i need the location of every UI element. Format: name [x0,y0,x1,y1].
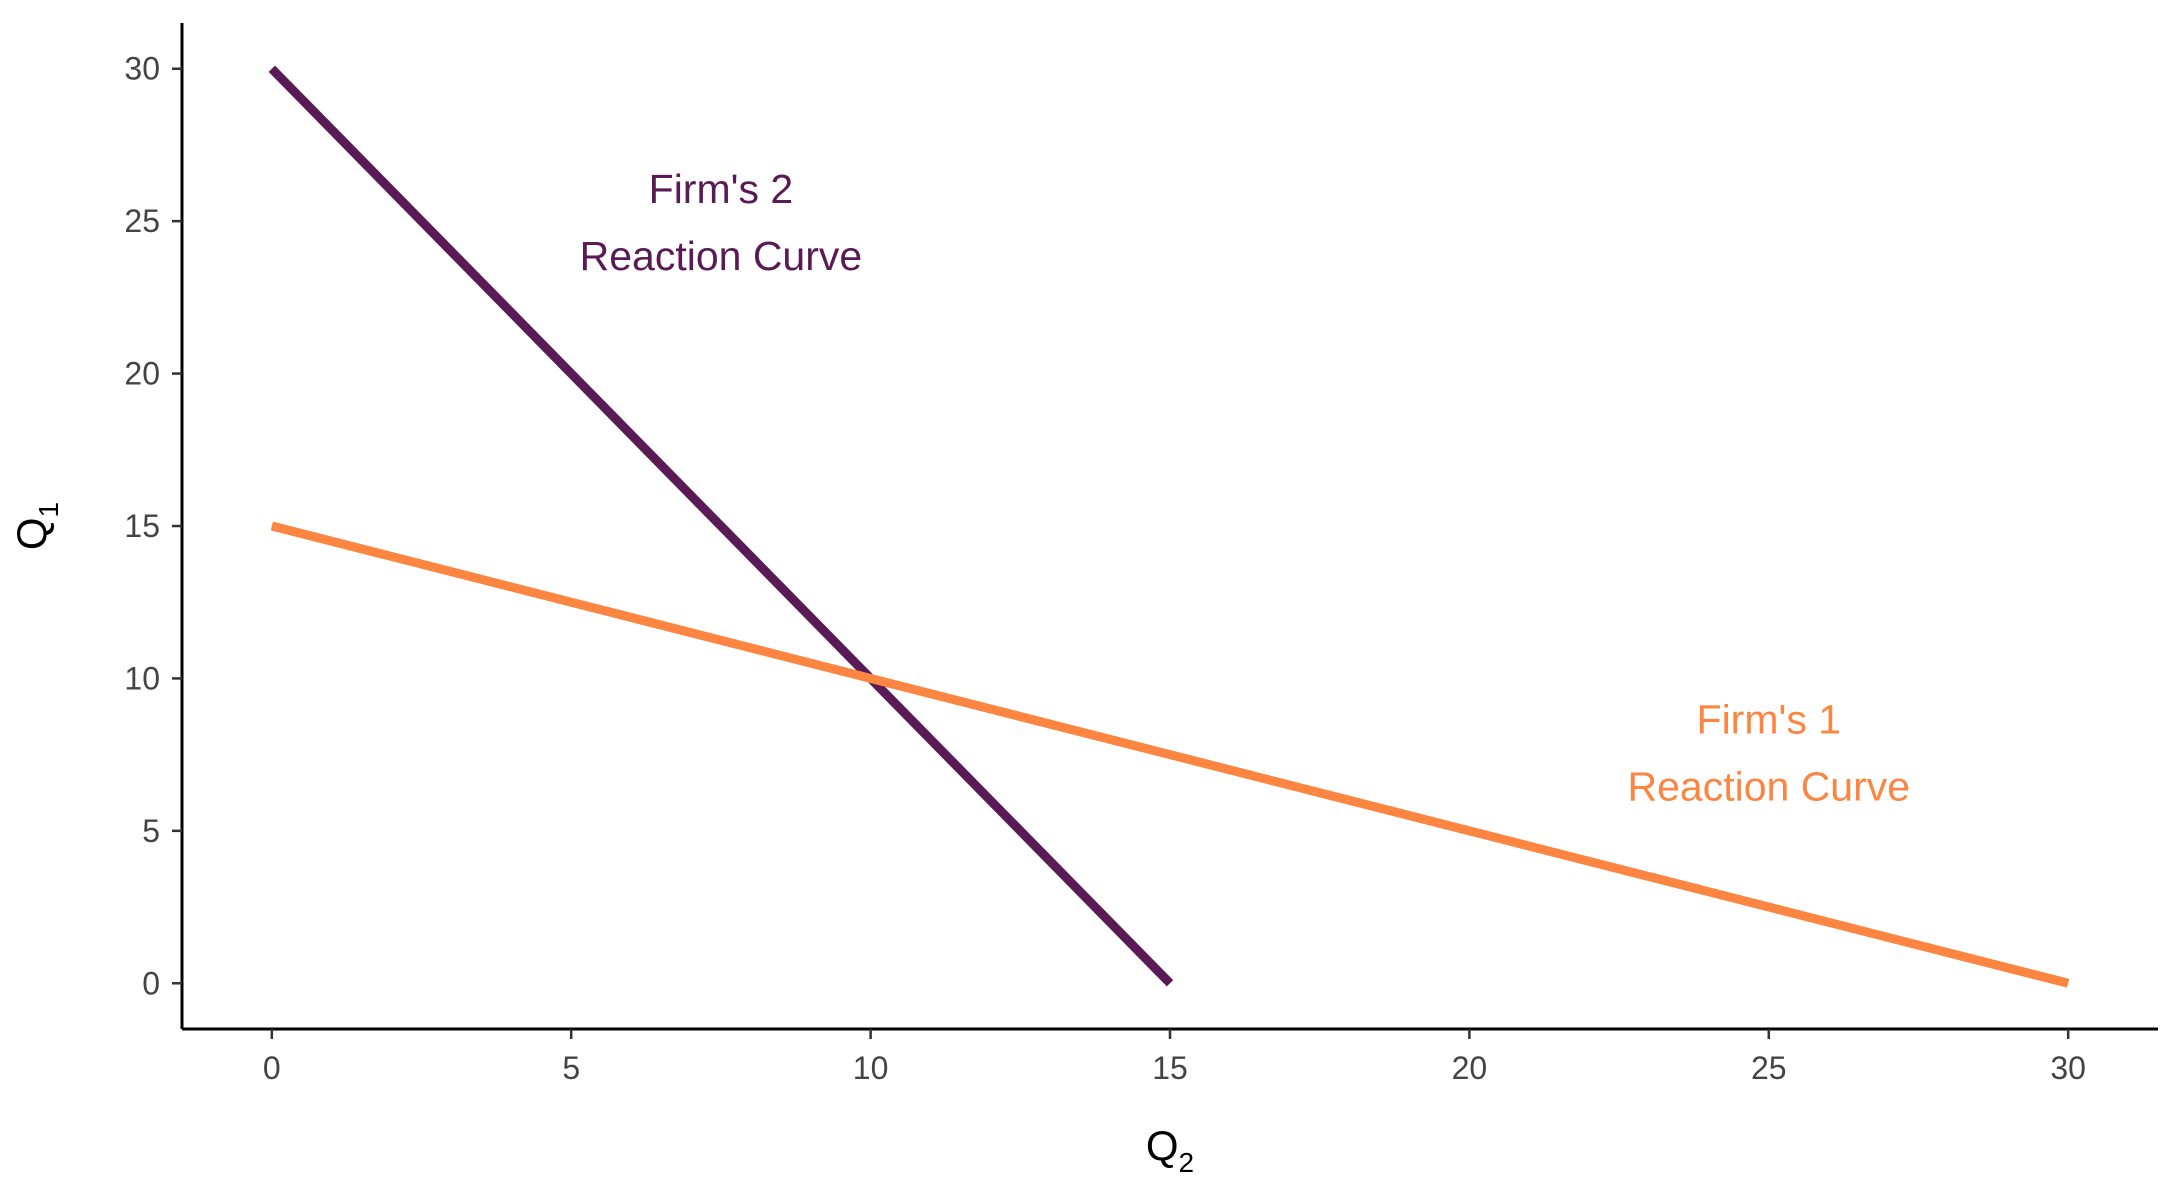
y-axis-title: Q1 [8,502,64,550]
series-lines [268,65,2070,988]
y-tick-label: 15 [124,508,160,544]
y-tick-label: 10 [124,660,160,696]
annotation-label: Firm's 2 Reaction Curve [580,166,863,279]
axes: 0 5 10 15 20 25 30 0 5 10 15 20 25 30 Q2 Q1 [8,23,2158,1178]
x-tick-label: 15 [1152,1050,1188,1086]
y-tick-label: 0 [142,965,160,1001]
y-tick-label: 5 [142,813,160,849]
x-tick-label: 10 [853,1050,889,1086]
x-tick-label: 25 [1751,1050,1787,1086]
series-line-firm2 [268,65,1174,987]
x-tick-label: 20 [1452,1050,1488,1086]
y-tick-label: 20 [124,356,160,392]
x-tick-label: 0 [263,1050,281,1086]
series-line-firm1 [270,521,2070,988]
y-tick-label: 25 [124,203,160,239]
annotations: Firm's 2 Reaction Curve Firm's 1 Reaction C… [580,166,1910,809]
x-tick-label: 5 [562,1050,580,1086]
x-tick-label: 30 [2050,1050,2086,1086]
y-tick-label: 30 [124,51,160,87]
annotation-label: Firm's 1 Reaction Curve [1627,696,1910,809]
x-axis-title: Q2 [1146,1122,1194,1178]
